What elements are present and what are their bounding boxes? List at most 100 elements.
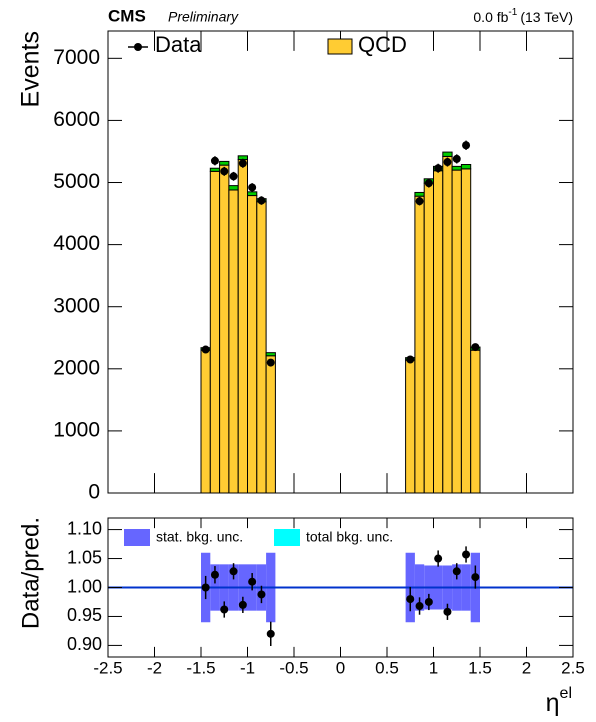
x-label-sup: el: [560, 685, 572, 702]
y-tick-label: 1000: [53, 418, 100, 441]
data-point: [406, 355, 415, 364]
histogram-bar: [219, 164, 230, 494]
histogram-bar: [256, 201, 267, 494]
ratio-point: [471, 573, 480, 582]
x-tick-label: 0: [336, 658, 345, 677]
x-tick-label: -2: [147, 658, 162, 677]
y-tick-label: 2000: [53, 356, 100, 379]
y-tick-label: 7000: [53, 46, 100, 69]
ratio-point: [257, 590, 266, 599]
energy: (13 TeV): [520, 9, 573, 25]
histogram-bar: [209, 167, 221, 172]
lumi: 0.0 fb-1 (13 TeV): [473, 7, 573, 25]
legend-swatch: [327, 38, 353, 55]
histogram-bar: [219, 160, 230, 166]
data-point: [201, 345, 210, 354]
x-tick-label: 1: [429, 658, 438, 677]
histogram-bar: [470, 349, 481, 494]
histogram-bar: [414, 191, 425, 197]
ratio-point: [406, 595, 415, 604]
histogram-bar: [423, 182, 435, 494]
y-tick-label: 0.95: [67, 605, 102, 625]
frame: [107, 30, 574, 494]
histogram-bar: [451, 165, 462, 171]
y-tick-label: 1.00: [67, 576, 102, 596]
data-point: [462, 141, 471, 150]
histogram-bar: [433, 170, 444, 494]
ratio-point: [443, 607, 452, 616]
data-point: [229, 172, 238, 181]
ratio-point: [434, 554, 443, 563]
histogram-bar: [200, 349, 211, 494]
ratio-y-axis-label: Data/pred.: [17, 517, 44, 629]
legend-label: stat. bkg. unc.: [156, 529, 243, 545]
y-tick-label: 4000: [53, 232, 100, 255]
y-tick-label: 3000: [53, 294, 100, 317]
data-point: [452, 154, 461, 163]
histogram-bar: [209, 170, 221, 494]
histogram-bar: [460, 164, 472, 170]
data-point: [424, 179, 433, 188]
ratio-point: [462, 550, 471, 559]
histogram-bar: [247, 191, 258, 197]
y-tick-label: 5000: [53, 170, 100, 193]
y-tick-label: 1.10: [67, 518, 102, 538]
histogram-bar: [237, 159, 248, 494]
y-tick-label: 1.05: [67, 547, 102, 567]
x-tick-label: 0.5: [375, 658, 399, 677]
ratio-point: [415, 602, 424, 611]
y-axis-label: Events: [17, 31, 45, 107]
data-point: [220, 167, 229, 176]
data-point: [257, 196, 266, 205]
lumi-sup: -1: [508, 7, 517, 18]
ratio-point: [201, 583, 210, 592]
histogram-bar: [442, 155, 453, 494]
data-point: [443, 158, 452, 167]
x-tick-label: -0.5: [279, 658, 308, 677]
y-tick-label: 0: [88, 481, 100, 504]
data-point: [238, 159, 247, 168]
x-tick-label: -1: [240, 658, 255, 677]
data-point: [210, 156, 219, 165]
lumi-value: 0.0 fb: [473, 9, 508, 25]
x-axis-label: ηel: [546, 685, 572, 716]
histogram-bar: [460, 168, 472, 494]
legend-label: QCD: [358, 32, 407, 57]
y-tick-label: 6000: [53, 108, 100, 131]
data-point: [266, 358, 275, 367]
ratio-point: [266, 629, 275, 638]
legend-label: total bkg. unc.: [306, 529, 393, 545]
ratio-point: [229, 567, 238, 576]
histogram-bar: [265, 352, 276, 357]
histogram-bar: [451, 169, 462, 494]
ratio-point: [452, 567, 461, 576]
data-point: [471, 343, 480, 352]
histogram-bar: [405, 359, 416, 494]
ratio-point: [238, 600, 247, 609]
data-point: [434, 164, 443, 173]
legend-swatch: [274, 529, 300, 546]
ratio-point: [248, 577, 257, 586]
legend-label: Data: [155, 32, 202, 57]
histogram-bar: [228, 185, 239, 191]
ratio-point: [220, 605, 229, 614]
histogram-bar: [228, 189, 239, 494]
x-tick-label: 1.5: [468, 658, 492, 677]
y-tick-label: 0.90: [67, 634, 102, 654]
data-point: [248, 183, 257, 192]
data-point: [415, 197, 424, 206]
x-tick-label: 2.5: [561, 658, 585, 677]
histogram-bar: [442, 151, 453, 157]
legend-swatch: [124, 529, 150, 546]
ratio-point: [424, 597, 433, 606]
histogram-bar: [247, 195, 258, 494]
x-label: η: [546, 689, 560, 717]
ratio-point: [210, 570, 219, 579]
x-tick-label: 2: [522, 658, 531, 677]
x-tick-label: -2.5: [93, 658, 122, 677]
histogram-bar: [414, 195, 425, 494]
experiment: CMS: [108, 6, 146, 25]
x-tick-label: -1.5: [186, 658, 215, 677]
legend-marker: [134, 43, 142, 51]
